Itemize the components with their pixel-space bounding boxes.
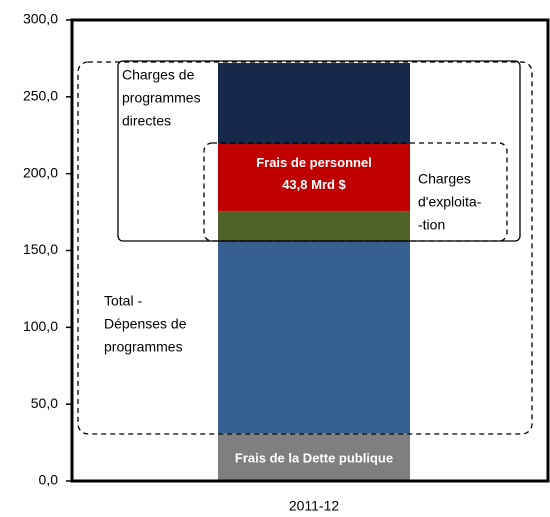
y-tick-label: 150,0 — [23, 241, 58, 257]
bar-segment — [218, 433, 410, 481]
bar-segment — [218, 211, 410, 242]
bar-segment — [218, 144, 410, 212]
total-box — [77, 61, 533, 435]
annotation: Charges de — [122, 67, 195, 83]
bar-segment — [218, 63, 410, 145]
y-tick-label: 100,0 — [23, 318, 58, 334]
plot-frame — [70, 18, 550, 483]
value-label: 43,8 Mrd $ — [282, 177, 346, 192]
y-tick-label: 300,0 — [23, 11, 58, 27]
x-tick-label: 2011-12 — [289, 498, 340, 514]
series-label: Frais de la Dette publique — [235, 451, 393, 466]
annotation: Dépenses de — [104, 316, 187, 332]
annotation: programmes — [122, 90, 201, 106]
annotation: -tion — [418, 217, 445, 233]
annotation: Charges — [418, 171, 471, 187]
annotation: directes — [122, 113, 171, 129]
annotation: d'exploita- — [418, 194, 482, 210]
bar-segment — [218, 241, 410, 434]
y-tick-label: 250,0 — [23, 88, 58, 104]
direct-box — [117, 60, 521, 242]
annotation: Total - — [104, 293, 142, 309]
y-tick-label: 200,0 — [23, 164, 58, 180]
y-tick-label: 50,0 — [31, 395, 58, 411]
y-tick-label: 0,0 — [39, 472, 59, 488]
annotation: programmes — [104, 339, 183, 355]
series-label: Frais de personnel — [256, 155, 372, 170]
